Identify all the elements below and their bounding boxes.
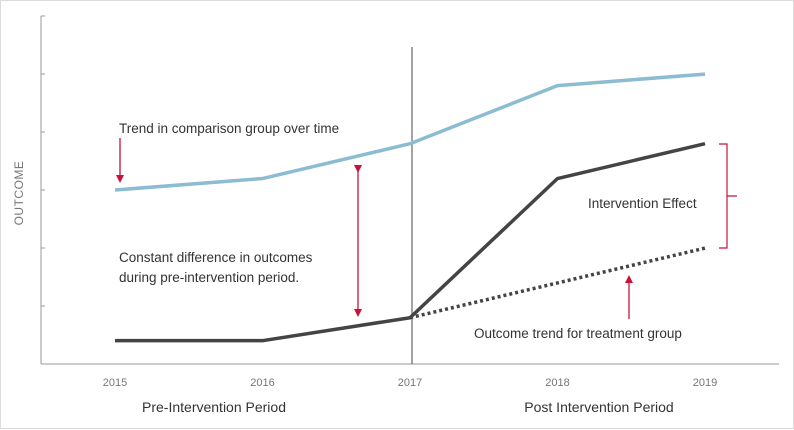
x-tick-label-2015: 2015	[103, 377, 127, 389]
x-tick-label-2017: 2017	[398, 377, 422, 389]
x-tick-label-2019: 2019	[693, 377, 717, 389]
bracket-intervention-effect	[719, 143, 737, 249]
x-axis-tick-labels: 2015 2016 2017 2018 2019	[103, 377, 717, 389]
annotation-treatment-trend: Outcome trend for treatment group	[474, 326, 682, 341]
annotation-comparison-trend: Trend in comparison group over time	[119, 121, 339, 136]
y-axis-label: OUTCOME	[12, 161, 26, 226]
series-treatment-line	[115, 142, 706, 343]
x-tick-label-2018: 2018	[545, 377, 569, 389]
series-comparison-line	[114, 72, 706, 192]
post-period-label: Post Intervention Period	[524, 399, 673, 415]
pre-period-label: Pre-Intervention Period	[142, 399, 286, 415]
annotation-constant-diff-line1: Constant difference in outcomes	[119, 250, 313, 265]
x-tick-label-2016: 2016	[250, 377, 274, 389]
y-axis-ticks	[41, 15, 45, 307]
series-counterfactual-line	[409, 246, 706, 320]
annotation-intervention-effect: Intervention Effect	[588, 196, 697, 211]
annotation-constant-diff-line2: during pre-intervention period.	[119, 270, 299, 285]
